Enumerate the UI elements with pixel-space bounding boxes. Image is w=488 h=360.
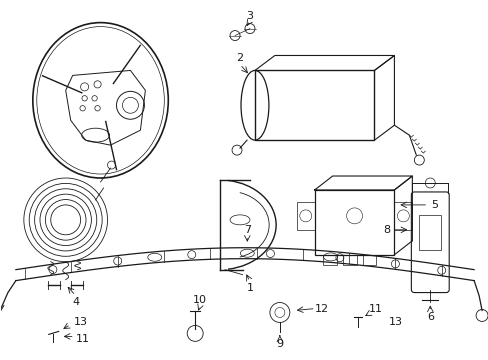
- Text: 10: 10: [193, 294, 207, 305]
- Text: 13: 13: [387, 318, 402, 328]
- Text: 2: 2: [236, 54, 243, 63]
- Bar: [419, 215, 440, 250]
- Bar: [342, 255, 356, 265]
- Text: 9: 9: [276, 339, 283, 349]
- Text: 6: 6: [426, 312, 433, 323]
- Bar: [394, 202, 411, 230]
- Text: 11: 11: [368, 305, 382, 315]
- Bar: [314, 190, 394, 255]
- Text: 8: 8: [382, 225, 389, 235]
- Text: 5: 5: [430, 200, 437, 210]
- Bar: [322, 255, 336, 265]
- Bar: [296, 202, 314, 230]
- Text: 11: 11: [76, 334, 89, 345]
- Text: 3: 3: [246, 11, 253, 21]
- Text: 13: 13: [74, 318, 87, 328]
- Bar: [362, 255, 376, 265]
- Text: 1: 1: [246, 283, 253, 293]
- Text: 12: 12: [314, 303, 328, 314]
- Bar: [254, 71, 374, 140]
- Text: 7: 7: [243, 225, 250, 235]
- Text: 4: 4: [72, 297, 79, 306]
